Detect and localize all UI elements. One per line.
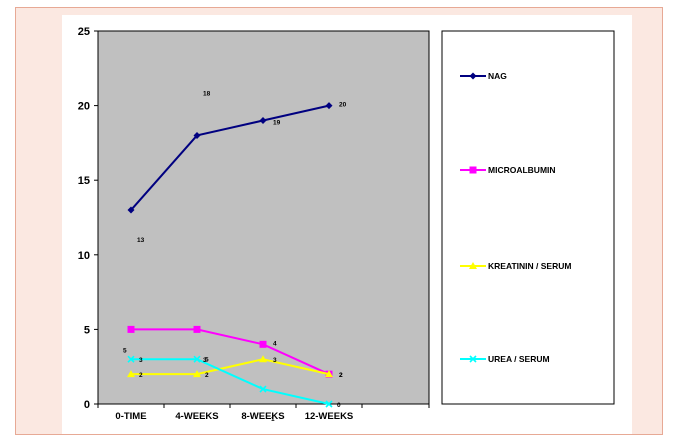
legend-swatch-marker <box>469 262 477 269</box>
data-point-marker <box>193 355 201 363</box>
data-point-marker <box>259 340 267 348</box>
data-point-marker <box>325 102 333 110</box>
data-label: 5 <box>123 347 127 354</box>
series-layer <box>127 102 333 408</box>
data-point-marker <box>127 370 135 378</box>
data-label: 5 <box>205 356 209 363</box>
data-label: 2 <box>139 372 143 379</box>
data-label: 0 <box>337 402 341 409</box>
data-label: 20 <box>339 102 347 109</box>
data-label: 2 <box>339 372 343 379</box>
data-point-marker <box>127 206 135 214</box>
legend-label: NAG <box>488 71 507 81</box>
data-point-marker <box>193 131 201 139</box>
data-label: 1 <box>271 416 275 423</box>
data-label: 3 <box>273 357 277 364</box>
legend-label: UREA / SERUM <box>488 354 550 364</box>
y-tick-label: 20 <box>78 101 90 113</box>
legend: NAG MICROALBUMIN KREATININ / SERUM UREA / S… <box>460 71 571 364</box>
data-point-marker <box>127 325 135 333</box>
y-tick-label: 0 <box>84 399 90 411</box>
series-line <box>131 328 330 376</box>
legend-item: KREATININ / SERUM <box>460 261 571 271</box>
plot-area <box>97 30 430 405</box>
series-line <box>131 358 330 405</box>
data-label: 19 <box>273 120 281 127</box>
data-label: 2 <box>205 372 209 379</box>
data-label: 3 <box>139 357 143 364</box>
data-point-marker <box>259 355 267 363</box>
y-tick-label: 15 <box>78 175 90 187</box>
series-line <box>131 358 330 376</box>
series-nag <box>127 102 333 214</box>
x-tick-label: 12-WEEKS <box>305 411 354 422</box>
series-urea-serum <box>127 355 333 408</box>
data-label: 18 <box>203 90 211 97</box>
data-point-marker <box>325 370 333 378</box>
data-point-marker <box>259 385 267 393</box>
legend-item: MICROALBUMIN <box>460 165 556 175</box>
x-tick-label: 0-TIME <box>115 411 146 422</box>
legend-swatch-marker <box>469 355 477 363</box>
x-axis: 0-TIME 4-WEEKS 8-WEEKS 12-WEEKS <box>97 404 430 422</box>
data-label: 4 <box>273 340 277 347</box>
legend-swatch-marker <box>469 166 477 174</box>
x-tick-label: 8-WEEKS <box>241 411 284 422</box>
legend-item: NAG <box>460 71 507 81</box>
data-point-marker <box>193 370 201 378</box>
legend-box <box>441 30 615 405</box>
data-label: 13 <box>137 237 145 244</box>
legend-label: KREATININ / SERUM <box>488 261 571 271</box>
y-tick-label: 25 <box>78 26 90 38</box>
data-point-marker <box>127 355 135 363</box>
y-tick-label: 10 <box>78 250 90 262</box>
legend-label: MICROALBUMIN <box>488 165 556 175</box>
y-tick-label: 5 <box>84 324 90 336</box>
data-point-marker <box>193 325 201 333</box>
data-point-marker <box>325 400 333 408</box>
data-label: 3 <box>203 357 207 364</box>
y-axis: 0 5 10 15 20 25 <box>78 26 98 411</box>
legend-item: UREA / SERUM <box>460 354 550 364</box>
series-line <box>130 104 330 211</box>
data-point-marker <box>259 117 267 125</box>
x-tick-label: 4-WEEKS <box>175 411 218 422</box>
data-label: 2 <box>339 372 343 379</box>
series-kreatinin-serum <box>127 355 333 378</box>
legend-swatch-marker <box>469 72 477 80</box>
